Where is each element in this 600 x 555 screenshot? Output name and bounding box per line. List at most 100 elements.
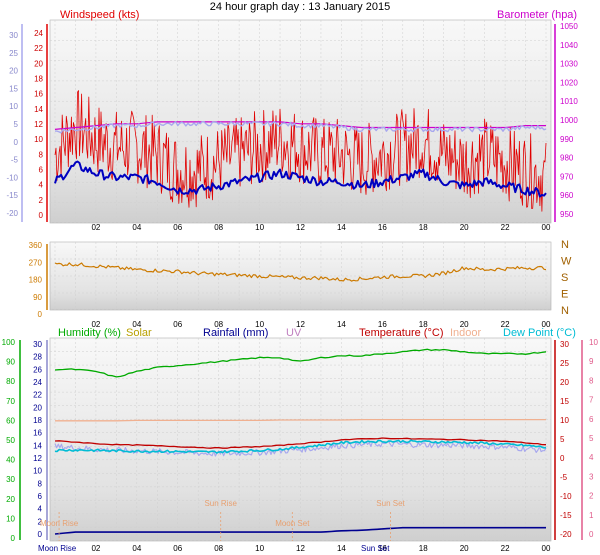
barometer-tick-label: 1050	[560, 22, 578, 31]
direction-letter: E	[561, 289, 568, 301]
rainfall-label: Rainfall (mm)	[203, 327, 268, 339]
far-left-tick-label: 15	[9, 84, 18, 93]
rainfall-tick-label: 14	[33, 441, 42, 450]
rainfall-tick-label: 4	[38, 505, 43, 514]
astronomical-events: Moon Rise Sun Rise Moon Set Sun Set	[40, 499, 406, 541]
windspeed-tick-label: 0	[39, 211, 44, 220]
direction-letter: N	[561, 239, 569, 251]
far-left-tick-label: 10	[9, 102, 18, 111]
event-label-sun-rise: Sun Rise	[204, 499, 237, 508]
panel3-tick-labels: 1009080706050403020100302826242220181614…	[2, 338, 599, 543]
hour-tick-label: 18	[419, 544, 428, 553]
rainfall-tick-label: 8	[38, 479, 43, 488]
barometer-axis-label: Barometer (hpa)	[497, 9, 577, 21]
hour-tick-label: 00	[542, 223, 551, 232]
temperature-tick-label: -5	[560, 473, 568, 482]
far-left-tick-label: 20	[9, 67, 18, 76]
hour-tick-label: 02	[91, 544, 100, 553]
event-label-moon-set: Moon Set	[275, 519, 310, 528]
rainfall-tick-label: 0	[38, 530, 43, 539]
barometer-line	[54, 121, 546, 130]
humidity-label: Humidity (%)	[58, 327, 121, 339]
temperature-tick-label: 20	[560, 378, 569, 387]
hour-tick-label: 06	[173, 223, 182, 232]
humidity-tick-label: 10	[6, 514, 15, 523]
hour-tick-label: 12	[296, 320, 305, 329]
hour-tick-label: 04	[132, 544, 141, 553]
temperature-label: Temperature (°C)	[359, 327, 443, 339]
hour-tick-label: 04	[132, 223, 141, 232]
extra-temperature-line	[54, 440, 547, 457]
humidity-tick-label: 60	[6, 416, 15, 425]
humidity-tick-label: 20	[6, 495, 15, 504]
hour-tick-label: 10	[255, 544, 264, 553]
uv-tick-label: 8	[589, 376, 594, 385]
rainfall-tick-label: 6	[38, 492, 43, 501]
temperature-tick-label: 30	[560, 340, 569, 349]
humidity-tick-label: 70	[6, 397, 15, 406]
uv-tick-label: 10	[589, 338, 598, 347]
far-left-tick-label: -10	[6, 173, 18, 182]
hour-tick-label: 20	[460, 320, 469, 329]
rainfall-tick-label: 26	[33, 365, 42, 374]
indoor-label: Indoor	[450, 327, 482, 339]
bottom-moon-rise-label: Moon Rise	[38, 544, 77, 553]
far-left-tick-label: 30	[9, 31, 18, 40]
hour-tick-label: 08	[214, 320, 223, 329]
far-left-tick-label: -5	[11, 156, 19, 165]
hour-tick-label: 12	[296, 223, 305, 232]
uv-tick-label: 7	[589, 396, 594, 405]
rainfall-tick-label: 20	[33, 403, 42, 412]
windspeed-gust-line	[54, 90, 547, 212]
hour-tick-label: 06	[173, 544, 182, 553]
rainfall-tick-label: 10	[33, 467, 42, 476]
far-left-tick-label: 0	[14, 138, 19, 147]
barometer-tick-label: 1000	[560, 116, 578, 125]
hour-tick-label: 02	[91, 320, 100, 329]
barometer-tick-label: 980	[560, 154, 574, 163]
windspeed-average-line	[54, 160, 547, 198]
rainfall-tick-label: 30	[33, 340, 42, 349]
indoor-temperature-line	[55, 418, 546, 422]
hour-tick-label: 16	[378, 223, 387, 232]
uv-label: UV	[286, 327, 302, 339]
hour-tick-label: 22	[501, 320, 510, 329]
barometer-tick-label: 1030	[560, 60, 578, 69]
barometer-tick-label: 960	[560, 191, 574, 200]
rainfall-tick-label: 22	[33, 391, 42, 400]
windspeed-tick-label: 22	[34, 44, 43, 53]
rainfall-tick-label: 18	[33, 416, 42, 425]
hour-tick-label: 22	[501, 544, 510, 553]
direction-letter: N	[561, 305, 569, 317]
uv-tick-label: 9	[589, 357, 594, 366]
barometer-tick-label: 1010	[560, 97, 578, 106]
bottom-sun-set-label: Sun Set	[361, 544, 390, 553]
hour-tick-label: 20	[460, 223, 469, 232]
humidity-tick-label: 0	[11, 534, 16, 543]
temperature-tick-label: 10	[560, 416, 569, 425]
humidity-tick-label: 90	[6, 358, 15, 367]
uv-tick-label: 4	[589, 453, 594, 462]
hour-tick-label: 10	[255, 223, 264, 232]
rainfall-tick-label: 12	[33, 454, 42, 463]
direction-tick-label: 90	[33, 293, 42, 302]
barometer-tick-label: 1020	[560, 78, 578, 87]
direction-tick-label: 0	[38, 310, 43, 319]
far-left-tick-label: -20	[6, 209, 18, 218]
uv-tick-label: 1	[589, 511, 594, 520]
direction-tick-label: 360	[29, 241, 43, 250]
hour-tick-label: 14	[337, 320, 346, 329]
far-left-tick-label: -15	[6, 191, 18, 200]
hour-tick-labels: 02 02 02 04 04 04 06 06 06 08 08 08 10 10 10 12 12 12 14 14…	[91, 223, 551, 553]
hour-tick-label: 22	[501, 223, 510, 232]
windspeed-tick-label: 24	[34, 29, 43, 38]
uv-tick-label: 5	[589, 434, 594, 443]
solar-label: Solar	[126, 327, 152, 339]
event-label-moon-rise: Moon Rise	[40, 519, 79, 528]
windspeed-tick-label: 18	[34, 75, 43, 84]
windspeed-tick-label: 16	[34, 90, 43, 99]
panel1-tick-labels: 302520151050-5-10-15-2024222018161412108…	[6, 22, 578, 220]
humidity-tick-label: 30	[6, 475, 15, 484]
chart-title: 24 hour graph day : 13 January 2015	[210, 1, 390, 13]
